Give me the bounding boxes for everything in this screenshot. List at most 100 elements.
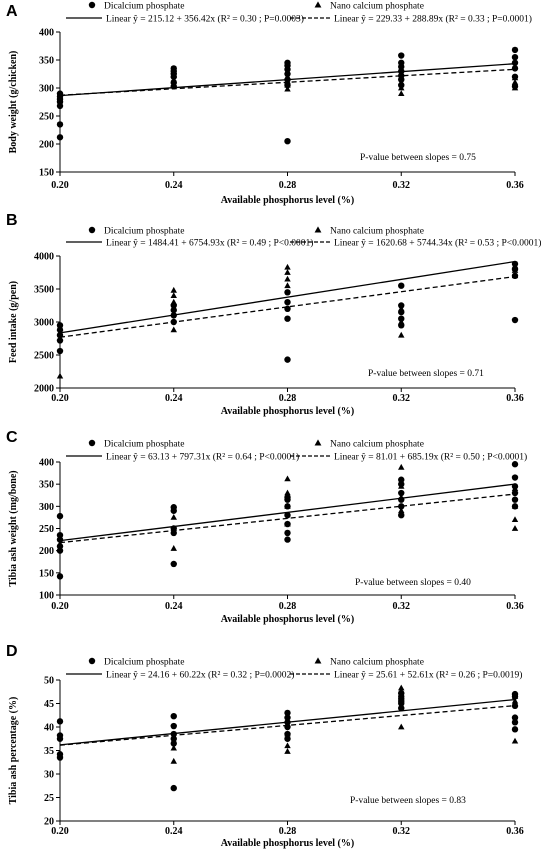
legend-marker-triangle-a bbox=[314, 1, 322, 8]
legend-fit-label-1-d: Linear ŷ = 24.16 + 60.22x (R² = 0.32 ; P… bbox=[106, 670, 294, 681]
point-nano-c bbox=[511, 525, 519, 531]
point-dicalcium-c bbox=[398, 489, 405, 497]
point-dicalcium-d bbox=[170, 735, 177, 742]
y-tick-label-c: 150 bbox=[39, 568, 54, 579]
x-tick-label-c: 0.36 bbox=[506, 601, 524, 612]
x-tick-label-a: 0.32 bbox=[393, 180, 411, 191]
legend-fit-label-2-a: Linear ŷ = 229.33 + 288.89x (R² = 0.33 ;… bbox=[334, 14, 532, 25]
x-tick-label-c: 0.20 bbox=[51, 601, 69, 612]
legend-marker-circle-d bbox=[88, 657, 96, 665]
point-dicalcium-c bbox=[56, 531, 64, 539]
point-nano-a bbox=[398, 90, 405, 96]
x-tick-label-b: 0.36 bbox=[506, 393, 524, 404]
y-axis-title-d: Tibia ash percentage (%) bbox=[8, 697, 19, 805]
point-dicalcium-c bbox=[511, 496, 519, 503]
y-tick-label-a: 350 bbox=[39, 56, 54, 67]
point-dicalcium-d bbox=[170, 722, 177, 730]
legend-marker-circle-a bbox=[88, 1, 96, 9]
point-nano-a bbox=[398, 84, 405, 91]
panel-letter-b: B bbox=[6, 212, 18, 229]
point-nano-c bbox=[284, 475, 291, 482]
legend-marker-circle-b bbox=[88, 226, 96, 234]
point-nano-b bbox=[284, 263, 291, 270]
legend-marker-triangle-d bbox=[314, 657, 322, 664]
point-dicalcium-b bbox=[170, 306, 177, 314]
y-tick-label-d: 30 bbox=[44, 770, 54, 781]
point-nano-c bbox=[398, 463, 405, 470]
fit-line-dashed-a bbox=[59, 68, 516, 96]
point-nano-c bbox=[511, 516, 519, 523]
y-tick-label-d: 35 bbox=[44, 746, 54, 757]
point-nano-c bbox=[170, 514, 177, 520]
point-dicalcium-c bbox=[511, 474, 519, 481]
x-tick-label-a: 0.20 bbox=[51, 180, 69, 191]
y-tick-label-c: 100 bbox=[39, 591, 54, 602]
y-tick-label-d: 40 bbox=[44, 723, 54, 734]
point-nano-c bbox=[170, 525, 177, 531]
panel-letter-d: D bbox=[6, 643, 18, 660]
panel-letter-c: C bbox=[6, 429, 18, 446]
point-dicalcium-d bbox=[511, 719, 519, 726]
point-nano-b bbox=[56, 372, 64, 379]
point-dicalcium-c bbox=[284, 512, 291, 519]
x-tick-label-d: 0.36 bbox=[506, 826, 524, 837]
point-nano-d bbox=[284, 730, 291, 737]
point-dicalcium-a bbox=[511, 46, 519, 54]
point-nano-d bbox=[170, 744, 177, 751]
x-tick-label-d: 0.24 bbox=[165, 826, 183, 837]
point-nano-b bbox=[398, 318, 405, 325]
y-tick-label-b: 4000 bbox=[34, 252, 54, 263]
point-dicalcium-c bbox=[56, 536, 64, 543]
legend-fit-label-1-b: Linear ŷ = 1484.41 + 6754.93x (R² = 0.49… bbox=[106, 238, 313, 249]
point-nano-a bbox=[398, 79, 405, 85]
point-nano-c bbox=[284, 502, 291, 509]
point-dicalcium-c bbox=[398, 512, 405, 519]
point-dicalcium-d bbox=[56, 718, 64, 725]
point-dicalcium-a bbox=[284, 138, 291, 145]
point-nano-b bbox=[398, 331, 405, 338]
point-nano-d bbox=[284, 742, 291, 749]
x-tick-label-c: 0.32 bbox=[393, 601, 411, 612]
point-dicalcium-a bbox=[511, 54, 519, 61]
point-nano-a bbox=[170, 72, 177, 79]
point-nano-d bbox=[56, 752, 64, 759]
point-nano-a bbox=[511, 84, 519, 91]
y-tick-label-b: 3500 bbox=[34, 285, 54, 296]
point-nano-d bbox=[511, 737, 519, 744]
legend-marker-triangle-b bbox=[314, 226, 322, 233]
point-dicalcium-a bbox=[284, 59, 291, 66]
y-tick-label-a: 250 bbox=[39, 112, 54, 123]
x-tick-label-c: 0.28 bbox=[279, 601, 297, 612]
point-nano-c bbox=[398, 507, 405, 514]
point-dicalcium-c bbox=[284, 536, 291, 543]
point-nano-d bbox=[398, 684, 405, 691]
y-tick-label-d: 20 bbox=[44, 817, 54, 828]
slope-pvalue-note-a: P-value between slopes = 0.75 bbox=[360, 153, 476, 163]
point-dicalcium-d bbox=[170, 712, 177, 720]
legend-label-series-1-a: Dicalcium phosphate bbox=[104, 2, 184, 12]
point-nano-d bbox=[511, 697, 519, 704]
point-nano-c bbox=[56, 545, 64, 551]
y-tick-label-a: 300 bbox=[39, 84, 54, 95]
point-dicalcium-c bbox=[56, 573, 64, 580]
slope-pvalue-note-b: P-value between slopes = 0.71 bbox=[368, 369, 484, 379]
legend-label-series-1-b: Dicalcium phosphate bbox=[104, 227, 184, 237]
fit-line-dashed-d bbox=[59, 704, 516, 746]
legend-label-series-1-c: Dicalcium phosphate bbox=[104, 440, 184, 450]
point-nano-d bbox=[511, 693, 519, 699]
point-nano-a bbox=[398, 73, 405, 80]
point-dicalcium-a bbox=[56, 121, 64, 128]
x-tick-label-d: 0.32 bbox=[393, 826, 411, 837]
point-nano-b bbox=[398, 305, 405, 312]
point-nano-c bbox=[511, 485, 519, 491]
point-dicalcium-d bbox=[170, 740, 177, 747]
point-nano-a bbox=[284, 73, 291, 80]
point-dicalcium-c bbox=[398, 503, 405, 510]
y-axis-title-b: Feed intake (g/pen) bbox=[8, 281, 19, 363]
point-dicalcium-a bbox=[56, 134, 64, 141]
point-dicalcium-d bbox=[511, 714, 519, 721]
point-nano-c bbox=[511, 502, 519, 509]
x-axis-title-d: Available phosphorus level (%) bbox=[221, 838, 354, 849]
point-dicalcium-d bbox=[170, 784, 177, 792]
